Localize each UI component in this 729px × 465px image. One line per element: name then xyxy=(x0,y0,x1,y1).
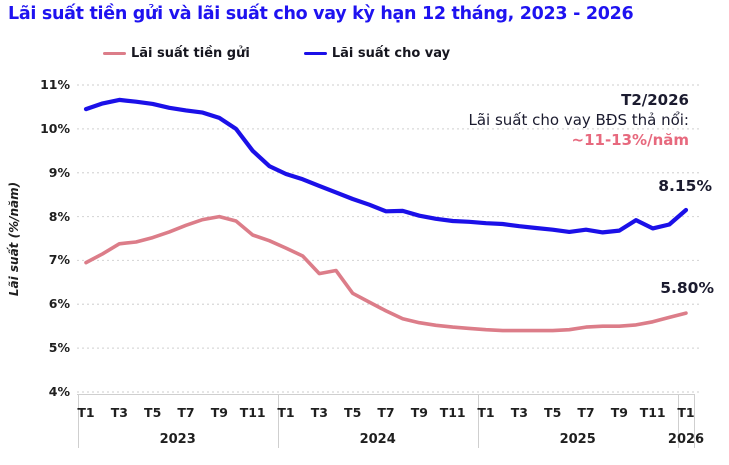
legend-label-lending: Lãi suất cho vay xyxy=(331,46,451,61)
legend: Lãi suất tiền gửi Lãi suất cho vay xyxy=(103,46,450,61)
x-tick-label: T9 xyxy=(410,405,428,420)
x-tick-label: T9 xyxy=(610,405,628,420)
x-tick-label: T5 xyxy=(544,405,562,420)
x-tick-label: T11 xyxy=(639,405,666,420)
lending-end-label: 8.15% xyxy=(658,177,712,195)
y-tick-label: 6% xyxy=(48,296,70,312)
x-tick-label: T1 xyxy=(277,405,295,420)
lending-line-swatch-icon xyxy=(303,51,327,56)
x-tick-label: T3 xyxy=(110,405,128,420)
x-tick-label: T1 xyxy=(477,405,495,420)
x-tick-label: T1 xyxy=(77,405,95,420)
series-line xyxy=(83,97,689,235)
y-tick-label: 4% xyxy=(48,384,70,399)
x-tick-label: T7 xyxy=(377,405,395,420)
y-tick-label: 9% xyxy=(48,164,70,180)
x-tick-label: T11 xyxy=(439,405,466,420)
chart-title: Lãi suất tiền gửi và lãi suất cho vay kỳ… xyxy=(8,4,634,24)
x-tick-label: T7 xyxy=(577,405,595,420)
y-tick-label: 11% xyxy=(40,77,70,92)
x-tick-label: T3 xyxy=(510,405,528,420)
x-tick-label: T11 xyxy=(239,405,266,420)
x-tick-label: T5 xyxy=(344,405,362,420)
y-tick-label: 8% xyxy=(48,208,70,224)
legend-item-deposit[interactable]: Lãi suất tiền gửi xyxy=(103,46,250,61)
year-separator xyxy=(277,394,279,448)
year-separator xyxy=(694,394,696,448)
series-line xyxy=(84,214,688,333)
deposit-end-label: 5.80% xyxy=(660,279,714,297)
annotation-text: Lãi suất cho vay BĐS thả nổi: xyxy=(468,111,689,129)
y-tick-label: 7% xyxy=(48,252,70,268)
annotation-rate: ~11-13%/năm xyxy=(571,131,689,149)
annotation: T2/2026 Lãi suất cho vay BĐS thả nổi: ~1… xyxy=(468,90,689,150)
annotation-period: T2/2026 xyxy=(621,91,689,109)
year-label: 2026 xyxy=(667,432,705,447)
year-separator xyxy=(677,394,679,448)
x-tick-label: T1 xyxy=(677,405,695,420)
x-tick-label: T3 xyxy=(310,405,328,420)
y-tick-label: 10% xyxy=(40,120,70,136)
x-axis-line xyxy=(77,394,695,395)
year-separator xyxy=(477,394,479,448)
legend-label-deposit: Lãi suất tiền gửi xyxy=(131,46,250,61)
year-label: 2023 xyxy=(159,432,196,447)
x-tick-label: T5 xyxy=(144,405,162,420)
deposit-line-swatch-icon xyxy=(103,51,126,56)
x-tick-label: T9 xyxy=(210,405,228,420)
year-label: 2025 xyxy=(559,432,596,447)
year-separator xyxy=(77,394,79,448)
year-label: 2024 xyxy=(359,432,396,447)
x-tick-label: T7 xyxy=(177,405,195,420)
y-tick-label: 5% xyxy=(48,340,70,356)
legend-item-lending[interactable]: Lãi suất cho vay xyxy=(303,46,451,61)
